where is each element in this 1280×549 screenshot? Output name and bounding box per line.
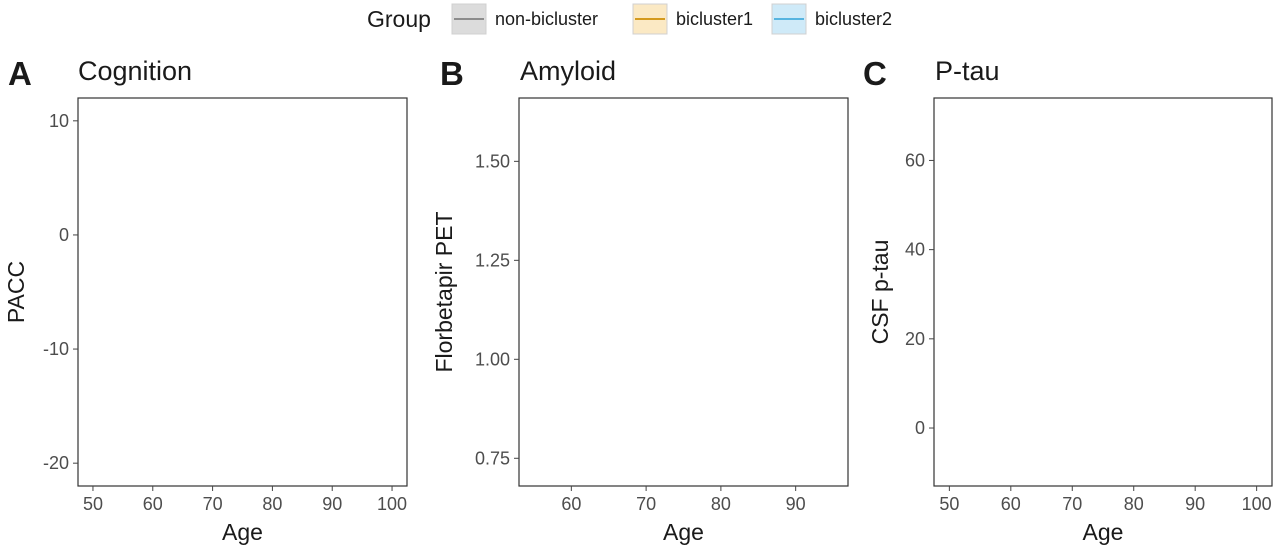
panel-b-letter: B	[440, 55, 464, 92]
panel-c-letter: C	[863, 55, 887, 92]
panel-b-title: Amyloid	[520, 56, 616, 86]
panel-a-y-tick-label: 0	[59, 225, 69, 245]
legend-entry-bicluster1: bicluster1	[632, 3, 753, 35]
legend-label-bicluster2: bicluster2	[815, 9, 892, 29]
panel-c: 50 60 70 80 90 100 60 40 20 0 Age CSF p-tau C P-tau	[863, 55, 1273, 545]
panel-a-title: Cognition	[78, 56, 192, 86]
legend-title: Group	[367, 6, 431, 32]
panel-a-x-tick-label: 70	[203, 494, 223, 514]
panel-b-x-tick-label: 70	[636, 494, 656, 514]
panel-c-x-axis-title: Age	[1083, 519, 1124, 545]
panel-b: 60 70 80 90 0.75 1.00 1.25 1.50 Age Florbetapir P…	[431, 55, 849, 545]
panel-c-x-tick-label: 100	[1242, 494, 1272, 514]
panel-a-y-tick-label: -20	[43, 453, 69, 473]
legend-label-bicluster1: bicluster1	[676, 9, 753, 29]
panel-a-x-tick-label: 60	[143, 494, 163, 514]
panel-a-x-axis-title: Age	[222, 519, 263, 545]
panel-b-x-axis-title: Age	[663, 519, 704, 545]
legend-entry-bicluster2: bicluster2	[771, 3, 892, 35]
panel-a-x-tick-label: 80	[262, 494, 282, 514]
legend-label-non-bicluster: non-bicluster	[495, 9, 598, 29]
panel-c-x-tick-label: 50	[939, 494, 959, 514]
panel-c-x-tick-label: 90	[1185, 494, 1205, 514]
legend: Group non-bicluster bicluster1 bicluster…	[367, 3, 892, 35]
panel-a-x-tick-label: 50	[83, 494, 103, 514]
panel-a-letter: A	[8, 55, 32, 92]
panel-a-x-tick-label: 100	[377, 494, 407, 514]
panel-c-y-axis-title: CSF p-tau	[867, 240, 893, 345]
panel-b-border	[518, 97, 849, 487]
panel-a-y-tick-label: 10	[49, 111, 69, 131]
panel-c-title: P-tau	[935, 56, 1000, 86]
panel-c-y-tick-label: 60	[905, 150, 925, 170]
panel-c-x-tick-label: 70	[1062, 494, 1082, 514]
panel-a-y-axis-title: PACC	[3, 261, 29, 323]
panel-b-x-tick-label: 80	[711, 494, 731, 514]
legend-entry-non-bicluster: non-bicluster	[451, 3, 598, 35]
panel-c-x-tick-label: 80	[1124, 494, 1144, 514]
panel-c-y-tick-label: 40	[905, 240, 925, 260]
panel-b-y-tick-label: 0.75	[475, 448, 510, 468]
panel-b-y-tick-label: 1.50	[475, 151, 510, 171]
panel-b-x-tick-label: 90	[786, 494, 806, 514]
panel-c-y-tick-label: 20	[905, 329, 925, 349]
panel-b-y-tick-label: 1.00	[475, 349, 510, 369]
panel-c-y-tick-label: 0	[915, 418, 925, 438]
panel-c-x-tick-label: 60	[1001, 494, 1021, 514]
panel-a-border	[77, 97, 408, 487]
panel-b-y-tick-label: 1.25	[475, 250, 510, 270]
panel-a-x-tick-label: 90	[322, 494, 342, 514]
panel-a-y-tick-label: -10	[43, 339, 69, 359]
panel-c-border	[933, 97, 1273, 487]
panel-b-x-tick-label: 60	[561, 494, 581, 514]
panel-b-y-axis-title: Florbetapir PET	[431, 211, 457, 372]
